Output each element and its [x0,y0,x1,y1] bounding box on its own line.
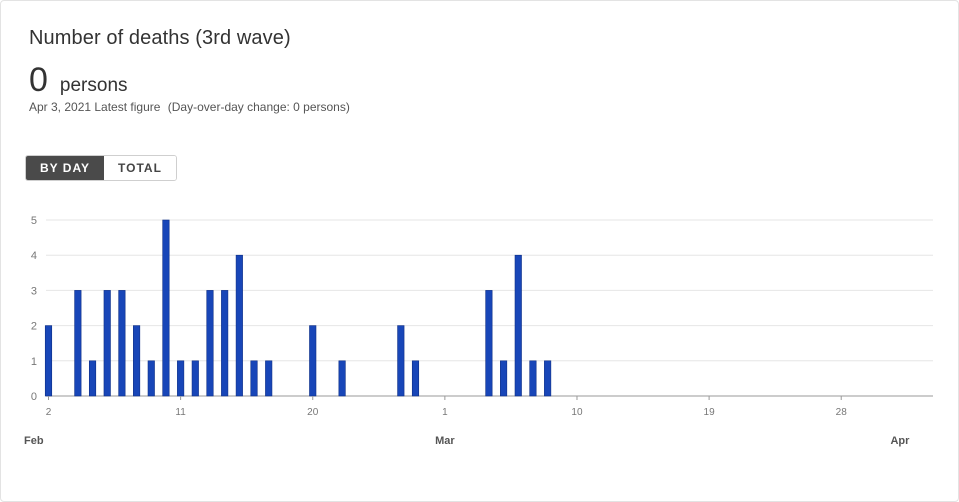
x-tick-label: 19 [704,407,716,418]
bar [191,360,199,397]
view-toggle: BY DAY TOTAL [25,155,177,181]
latest-value: 0 [29,61,48,99]
y-tick-label: 5 [31,215,37,227]
x-tick-label: 10 [571,407,583,418]
total-button[interactable]: TOTAL [104,156,176,180]
bar [74,290,82,397]
bar [103,290,111,397]
daily-deaths-bar-chart: 0 1 2 3 4 5 2 11 20 1 10 19 28 Feb Mar Apr [24,215,933,447]
bar [500,360,508,397]
bar [206,290,214,397]
bar [177,360,185,397]
bar [118,290,126,397]
y-tick-label: 0 [31,391,37,403]
bar [544,360,552,397]
bar [235,254,243,397]
y-tick-label: 1 [31,356,37,368]
bar [265,360,273,397]
bar [397,325,405,397]
x-tick-label: 28 [836,407,848,418]
bar [133,325,141,397]
month-label: Mar [435,435,455,447]
y-tick-label: 3 [31,285,37,297]
bar [88,360,97,397]
bar [309,325,317,397]
bar [529,360,537,397]
month-label: Feb [24,435,44,447]
day-over-day-change: (Day-over-day change: 0 persons) [167,100,350,114]
bar [44,325,53,397]
x-tick-label: 2 [46,407,52,418]
bar [338,360,346,397]
month-label: Apr [890,435,910,447]
y-tick-label: 4 [31,250,37,262]
bar [411,360,420,397]
latest-date: Apr 3, 2021 Latest figure [29,100,161,114]
x-tick-label: 1 [442,407,448,418]
latest-meta: Apr 3, 2021 Latest figure (Day-over-day … [29,100,350,114]
y-tick-label: 2 [31,321,37,333]
bar [147,360,155,397]
bar [250,360,258,397]
card-title: Number of deaths (3rd wave) [29,27,291,49]
bar [514,254,522,397]
by-day-button[interactable]: BY DAY [26,156,105,180]
latest-unit: persons [59,75,128,96]
x-tick-label: 20 [307,407,319,418]
bar [162,219,170,397]
bar [485,290,493,397]
latest-figure: 0 persons [29,61,128,100]
bar [221,290,229,397]
x-tick-label: 11 [175,407,186,418]
